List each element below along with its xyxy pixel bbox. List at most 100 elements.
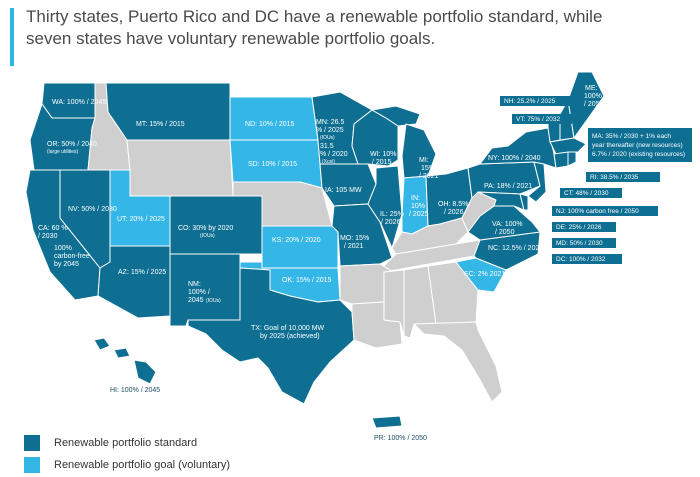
label-il-2: / 2026 xyxy=(381,219,401,226)
label-ca-5: by 2045 xyxy=(54,261,79,268)
state-nd xyxy=(229,96,319,141)
callout-nh: NH: 25.2% / 2025 xyxy=(504,98,556,105)
label-nm-2: 100% / xyxy=(188,289,210,296)
label-mn-1: MN: 26.5 xyxy=(316,119,345,126)
callout-vt: VT: 75% / 2032 xyxy=(516,116,560,123)
label-ca-4: carbon-free xyxy=(54,253,90,260)
label-az: AZ: 15% / 2025 xyxy=(118,269,166,276)
label-sc: SC: 2% 2021 xyxy=(464,271,505,278)
state-ks xyxy=(261,225,339,269)
state-mi-upper xyxy=(371,105,421,127)
label-tx-1: TX: Goal of 10,000 MW xyxy=(251,325,325,332)
state-fl xyxy=(413,321,503,403)
callouts: NH: 25.2% / 2025 VT: 75% / 2032 MA: 35% … xyxy=(500,96,692,264)
state-hi-3 xyxy=(133,359,157,385)
state-pr xyxy=(371,415,403,429)
label-wa: WA: 100% / 2045 xyxy=(52,99,106,106)
label-pa: PA: 18% / 2021 xyxy=(484,183,532,190)
label-me-2: 100% xyxy=(584,93,602,100)
callout-nh-box xyxy=(500,96,576,106)
callout-md-box xyxy=(552,238,616,248)
state-hi-2 xyxy=(113,347,131,359)
legend-swatch-goal xyxy=(24,457,40,473)
label-co-note: (IOUs) xyxy=(200,233,215,239)
callout-nj: NJ: 100% carbon free / 2050 xyxy=(556,208,639,215)
label-va-1: VA: 100% xyxy=(492,221,523,228)
callout-ct: CT: 48% / 2030 xyxy=(564,190,609,197)
label-mt: MT: 15% / 2015 xyxy=(136,121,185,128)
label-or-note: (large utilities) xyxy=(47,149,78,155)
label-ca-2: / 2030 xyxy=(38,233,58,240)
label-hi: HI: 100% / 2045 xyxy=(110,387,160,394)
label-or: OR: 50% / 2040 xyxy=(47,141,97,148)
state-ma xyxy=(549,137,587,155)
label-wi-2: / 2015 xyxy=(372,159,392,166)
label-co: CO: 30% by 2020 xyxy=(178,225,233,232)
legend-label-standard: Renewable portfolio standard xyxy=(54,437,198,449)
state-il xyxy=(367,165,403,249)
label-ca-1: CA: 60 % xyxy=(38,225,68,232)
title-accent-bar xyxy=(10,8,14,66)
state-labels: WA: 100% / 2045 OR: 50% / 2040 (large ut… xyxy=(38,85,604,442)
label-mn-note2: (Xcel) xyxy=(322,159,335,165)
callout-ri-box xyxy=(586,172,660,182)
label-ks: KS: 20% / 2020 xyxy=(272,237,321,244)
label-ia: IA: 105 MW xyxy=(325,187,362,194)
callout-dc-box xyxy=(552,254,622,264)
label-il-1: IL: 25% xyxy=(380,211,404,218)
callout-ct-box xyxy=(560,188,622,198)
label-ok: OK: 15% / 2015 xyxy=(282,277,332,284)
callout-ma-3: 6.7% / 2020 (existing resources) xyxy=(592,151,685,158)
state-ga xyxy=(427,261,479,325)
callout-ma-1: MA: 35% / 2030 + 1% each xyxy=(592,133,671,140)
callout-ri: RI: 38.5% / 2035 xyxy=(590,174,639,181)
callout-de: DE: 25% / 2026 xyxy=(556,224,602,231)
label-ut: UT: 20% / 2025 xyxy=(117,216,165,223)
label-mn-4: % / 2020 xyxy=(320,151,348,158)
legend-label-goal: Renewable portfolio goal (voluntary) xyxy=(54,459,231,471)
label-ny: NY: 100% / 2040 xyxy=(488,155,541,162)
label-mo-1: MO: 15% xyxy=(340,235,369,242)
label-mi-2: 15% xyxy=(421,165,435,172)
state-ri xyxy=(567,151,577,167)
label-tx-2: by 2025 (achieved) xyxy=(260,333,320,340)
label-mo-2: / 2021 xyxy=(344,243,364,250)
label-va-2: / 2050 xyxy=(495,229,515,236)
state-sc xyxy=(455,257,507,293)
label-mi-3: / 2021 xyxy=(419,173,439,180)
label-oh-2: / 2026 xyxy=(444,209,464,216)
label-in-2: 10% xyxy=(411,203,425,210)
state-ia xyxy=(319,163,377,207)
state-de xyxy=(519,193,529,211)
label-nm-3: 2045 xyxy=(188,297,204,304)
legend-standard: Renewable portfolio standard xyxy=(24,432,230,454)
legend-swatch-standard xyxy=(24,435,40,451)
label-in-1: IN: xyxy=(411,195,420,202)
label-nv: NV: 50% / 2030 xyxy=(68,206,117,213)
state-tx xyxy=(187,267,355,405)
callout-de-box xyxy=(552,222,616,232)
label-mi-1: MI: xyxy=(419,157,429,164)
state-ms xyxy=(383,269,405,337)
label-mn-3: 31.5 xyxy=(320,143,334,150)
label-me-1: ME: xyxy=(585,85,598,92)
legend-goal: Renewable portfolio goal (voluntary) xyxy=(24,454,230,476)
label-nc: NC: 12.5% / 2021 xyxy=(488,245,543,252)
state-ct xyxy=(553,151,569,169)
callout-ma-box xyxy=(588,128,692,162)
state-hi xyxy=(93,337,111,351)
state-ar xyxy=(339,263,391,305)
map-title: Thirty states, Puerto Rico and DC have a… xyxy=(26,7,603,48)
callout-nj-box xyxy=(552,206,658,216)
callout-md: MD: 50% / 2030 xyxy=(556,240,603,247)
label-mn-note1: (IOUs) xyxy=(320,135,335,141)
label-oh-1: OH: 8.5% xyxy=(438,201,468,208)
label-nm-1: NM: xyxy=(188,281,201,288)
label-sd: SD: 10% / 2015 xyxy=(248,161,297,168)
label-mn-2: % / 2025 xyxy=(316,127,344,134)
state-ny xyxy=(479,127,557,169)
callout-vt-box xyxy=(512,114,572,124)
state-wy xyxy=(126,139,234,197)
legend: Renewable portfolio standard Renewable p… xyxy=(24,432,230,476)
label-nd: ND: 10% / 2015 xyxy=(245,121,295,128)
